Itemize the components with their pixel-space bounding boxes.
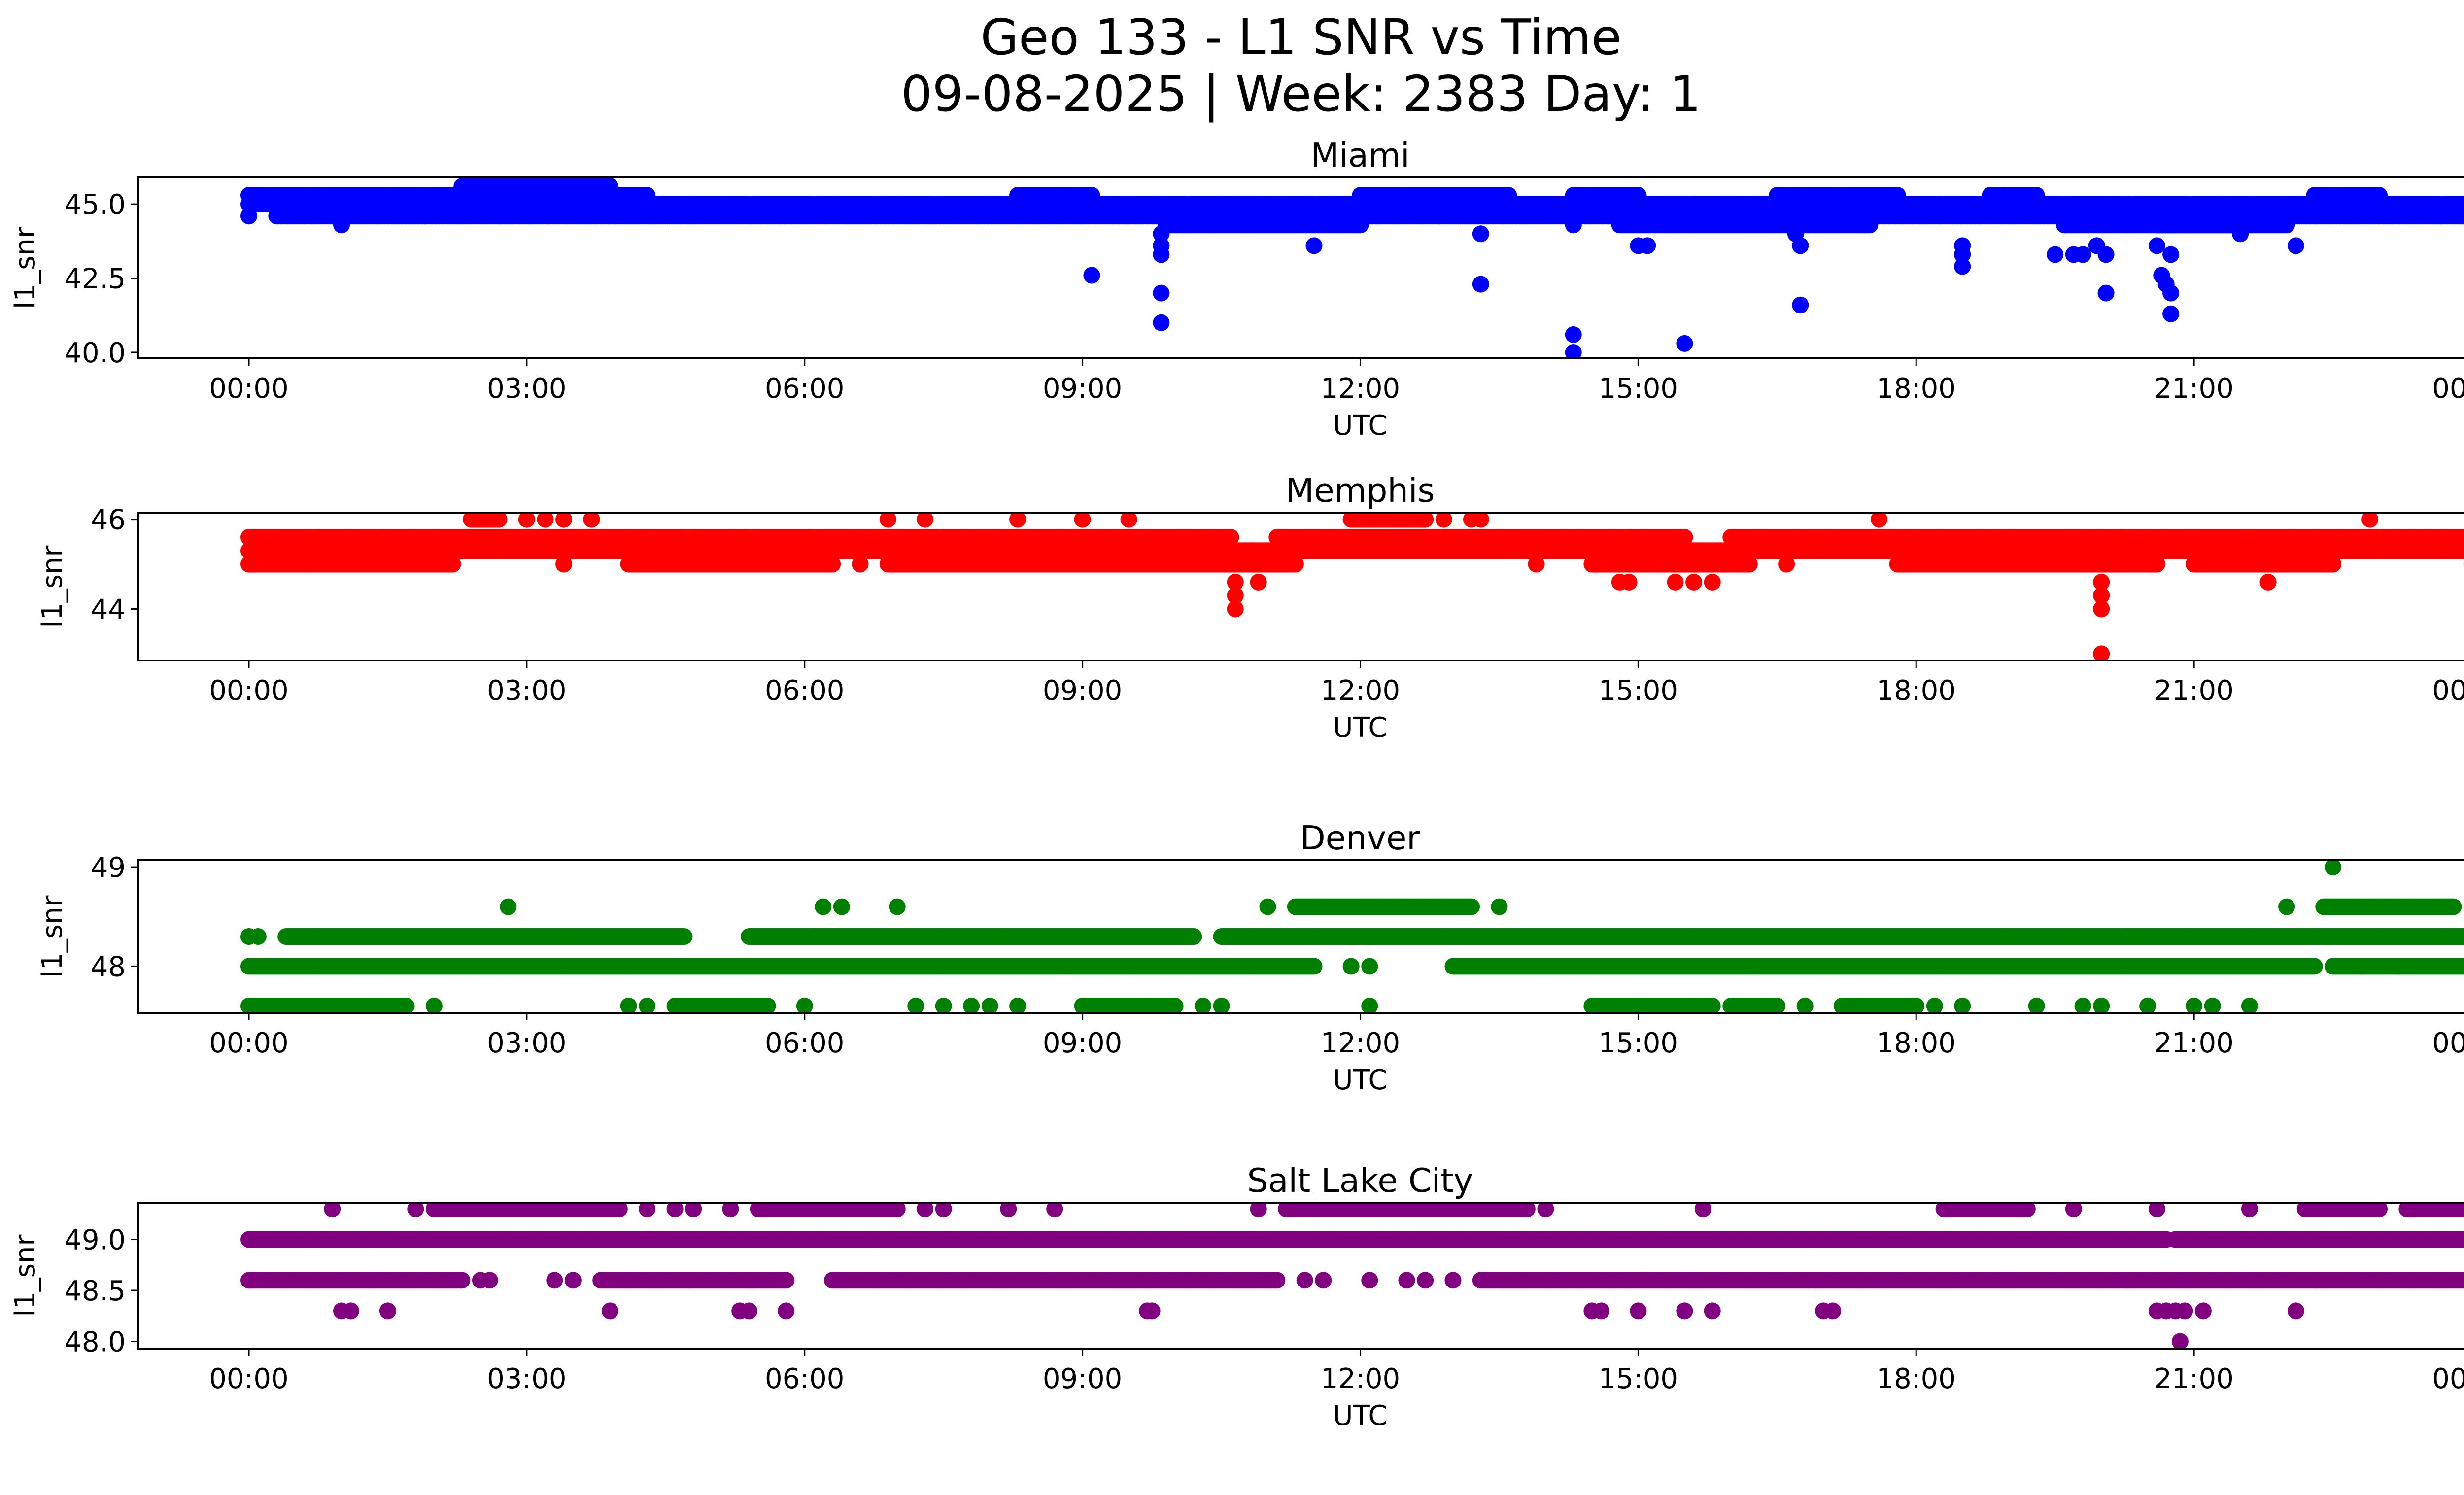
x-tick-label: 09:00 (1043, 373, 1122, 405)
data-point (1792, 296, 1809, 313)
data-point (602, 178, 618, 195)
data-point (2074, 246, 2091, 263)
data-point (1954, 258, 1971, 275)
subplot-miami: Miami 40.0 42.5 45.0 l1_snr 00:00 03:00 06:00 09… (9, 136, 2464, 442)
data-point (1153, 314, 1170, 331)
data-point (2462, 210, 2464, 222)
x-tick-label: 03:00 (487, 373, 566, 405)
data-point (240, 208, 257, 225)
data-point (2162, 305, 2180, 322)
x-tick-label: 12:00 (1321, 373, 1400, 405)
data-point (2162, 284, 2180, 302)
data-point (2278, 216, 2295, 234)
y-tick-label: 40.0 (64, 337, 126, 369)
data-point (1630, 187, 1647, 204)
data-point (1792, 237, 1809, 254)
data-point (1083, 187, 1100, 204)
data-point (1500, 187, 1517, 204)
x-tick-label: 00:00 (209, 373, 288, 405)
data-point (1565, 326, 1582, 343)
x-tick-label: 15:00 (1599, 373, 1678, 405)
subplot-title: Memphis (1286, 471, 1435, 510)
data-point (2148, 237, 2165, 254)
data-point (1889, 187, 1906, 204)
subplot-title: Miami (1310, 136, 1409, 174)
figure-title: Geo 133 - L1 SNR vs Time (981, 8, 1622, 66)
y-tick-label: 45.0 (64, 189, 126, 221)
figure-subtitle: 09-08-2025 | Week: 2383 Day: 1 (901, 65, 1701, 123)
data-point (2097, 284, 2115, 302)
data-point (1472, 276, 1489, 293)
data-point (1565, 216, 1582, 234)
data-point (2162, 246, 2180, 263)
data-point (2028, 187, 2045, 204)
scatter-series (240, 178, 2464, 358)
data-point (2047, 246, 2064, 263)
data-point (2462, 198, 2464, 210)
x-tick-label: 21:00 (2154, 373, 2233, 405)
scatter-series (240, 513, 2464, 661)
data-point (1153, 284, 1170, 302)
data-point (1565, 344, 1582, 358)
x-tick-label: 06:00 (765, 373, 844, 405)
data-point (1083, 267, 1100, 284)
data-point (1153, 246, 1170, 263)
subplots: Miami 40.0 42.5 45.0 l1_snr 00:00 03:00 06:00 09… (9, 136, 2464, 1432)
data-point (2287, 237, 2304, 254)
data-point (2371, 187, 2388, 204)
data-point (333, 216, 350, 234)
y-tick-label: 42.5 (64, 263, 126, 295)
data-point (1861, 216, 1879, 234)
x-axis-label: UTC (1333, 410, 1387, 442)
data-point (1153, 225, 1170, 243)
data-point (1639, 237, 1656, 254)
data-point (2232, 225, 2249, 243)
x-tick-label: 18:00 (1877, 373, 1956, 405)
y-axis-label: l1_snr (9, 226, 41, 309)
data-point (416, 208, 434, 225)
data-point (1954, 246, 1971, 263)
data-point (639, 187, 656, 204)
data-point (1676, 335, 1693, 352)
data-point (1305, 237, 1323, 254)
x-tick-label: 00:00 (2432, 373, 2464, 405)
data-point (1472, 225, 1489, 243)
data-point (2097, 246, 2115, 263)
